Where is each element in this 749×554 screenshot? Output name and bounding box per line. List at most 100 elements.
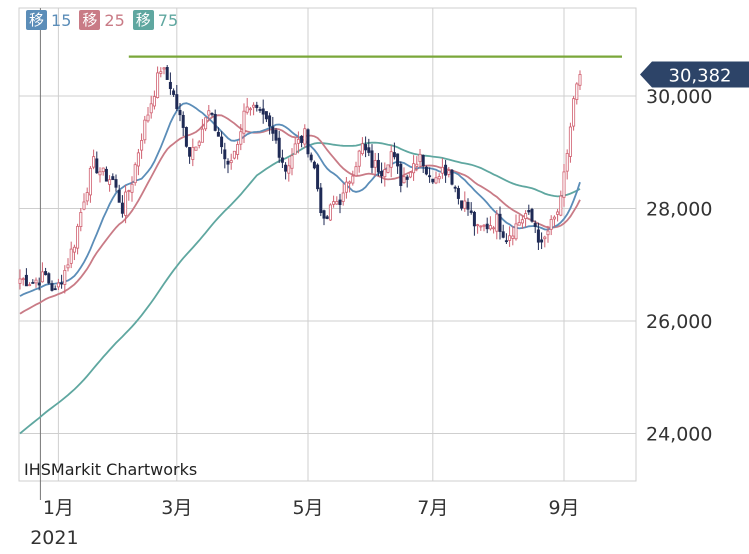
candle — [479, 225, 483, 231]
candle — [456, 185, 460, 205]
y-axis: 24,000 26,000 28,000 30,000 — [646, 86, 712, 446]
candle — [453, 185, 457, 193]
candle — [389, 145, 393, 178]
candle — [293, 137, 297, 155]
candle — [338, 193, 342, 214]
candle — [364, 136, 368, 158]
candle — [50, 280, 54, 292]
candle — [149, 95, 153, 119]
candle — [322, 209, 326, 226]
candle — [280, 149, 284, 169]
ma15-line — [19, 102, 581, 297]
candle — [383, 162, 387, 187]
candle — [175, 84, 179, 112]
candle — [165, 65, 169, 80]
y-tick-label: 26,000 — [646, 311, 712, 333]
candle — [309, 152, 313, 163]
legend-glyph: 移 — [79, 10, 101, 30]
candle — [568, 122, 572, 163]
candle — [296, 131, 300, 154]
candle — [463, 191, 467, 212]
candle — [316, 163, 320, 192]
candle — [88, 166, 92, 203]
candle — [495, 209, 499, 240]
candle — [130, 176, 134, 202]
candle — [447, 166, 451, 178]
candle — [178, 103, 182, 122]
candle — [348, 180, 352, 193]
candle — [549, 215, 553, 236]
candle — [197, 140, 201, 149]
candle — [376, 153, 380, 177]
candle — [520, 216, 524, 229]
candle — [216, 127, 220, 137]
legend-item: 移 25 — [79, 10, 125, 30]
candle — [181, 111, 185, 137]
x-tick-label: 9月 — [548, 497, 579, 519]
y-tick-label: 30,000 — [646, 86, 712, 108]
candle — [373, 152, 377, 177]
candle — [277, 131, 281, 163]
candle — [28, 282, 32, 287]
candle — [69, 241, 73, 269]
x-tick-label: 1月 — [43, 497, 74, 519]
x-axis: 1月 2021 3月 5月 7月 9月 — [30, 497, 579, 549]
last-price-tag: 30,382 — [640, 61, 749, 88]
legend-period: 75 — [157, 10, 179, 30]
candle — [559, 190, 563, 217]
candle — [524, 210, 528, 228]
candle — [258, 106, 262, 113]
candle — [476, 223, 480, 234]
candle — [351, 170, 355, 186]
candle — [488, 216, 492, 231]
ma-legend: 移 15 移 25 移 75 — [26, 10, 178, 30]
candle — [341, 183, 345, 206]
candle — [517, 214, 521, 226]
x-tick-label: 3月 — [161, 497, 192, 519]
chart-grid — [18, 7, 637, 500]
candle — [284, 162, 288, 180]
candle — [572, 96, 576, 131]
candle — [485, 217, 489, 234]
candle — [306, 128, 310, 158]
candle — [540, 232, 544, 250]
candle — [380, 162, 384, 184]
candle — [21, 277, 25, 286]
candle — [239, 124, 243, 151]
candle — [498, 206, 502, 240]
candle — [392, 142, 396, 160]
candle — [82, 193, 86, 211]
candle — [117, 184, 121, 203]
candle — [98, 167, 102, 183]
candle — [213, 109, 217, 132]
candle — [18, 269, 22, 290]
legend-glyph: 移 — [132, 10, 154, 30]
candle — [556, 208, 560, 222]
candle — [303, 124, 307, 148]
x-tick-year: 2021 — [30, 527, 78, 549]
candle — [264, 111, 268, 123]
candle — [405, 174, 409, 188]
candle — [146, 107, 150, 123]
candle — [312, 160, 316, 170]
candle — [562, 164, 566, 207]
candle — [335, 196, 339, 205]
candle — [504, 233, 508, 245]
candle — [415, 156, 419, 172]
candle — [300, 135, 304, 148]
candle — [162, 66, 166, 75]
candle — [255, 101, 259, 112]
candle — [511, 226, 515, 246]
candle — [95, 151, 99, 174]
candle — [274, 128, 278, 144]
candle — [53, 285, 57, 291]
candle — [172, 88, 176, 97]
candle — [44, 267, 48, 276]
candle — [159, 67, 163, 78]
candle — [408, 170, 412, 179]
candle — [508, 226, 512, 247]
candle — [248, 106, 252, 116]
candle — [536, 222, 540, 250]
candle — [412, 155, 416, 181]
candle — [184, 126, 188, 148]
